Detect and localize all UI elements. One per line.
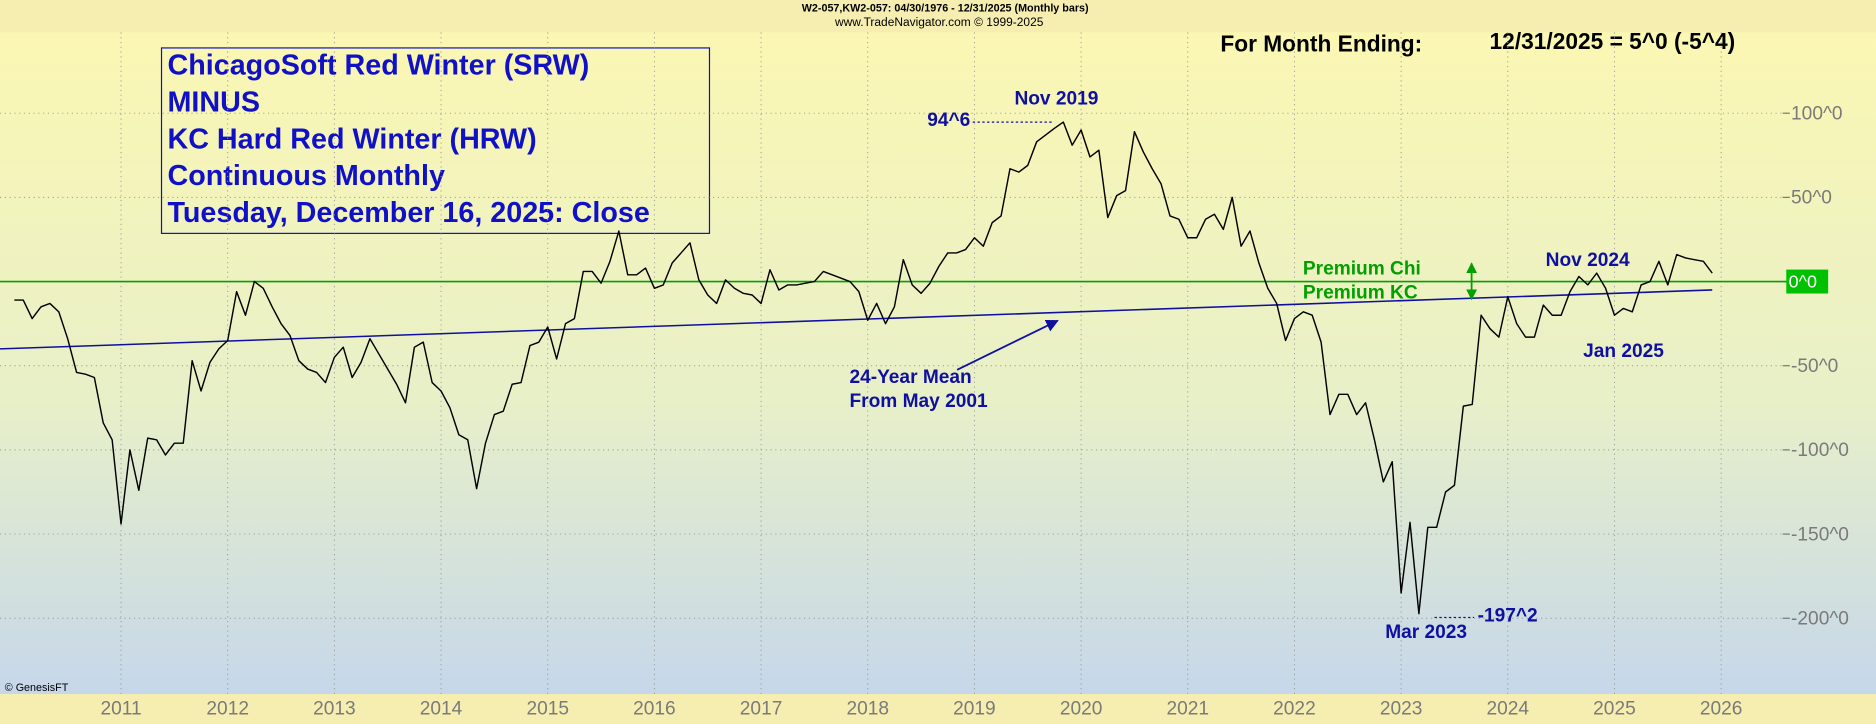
- x-tick-label: 2024: [1487, 699, 1530, 720]
- annotation: 24-Year Mean: [849, 367, 971, 388]
- annotation: Mar 2023: [1385, 622, 1467, 643]
- x-tick-label: 2019: [953, 699, 996, 720]
- title-line: Tuesday, December 16, 2025: Close: [168, 197, 650, 229]
- y-tick-label: 50^0: [1791, 188, 1832, 209]
- x-tick-label: 2012: [206, 699, 249, 720]
- title-border: [160, 47, 711, 234]
- month-ending-value: 12/31/2025 = 5^0 (-5^4): [1490, 28, 1736, 54]
- y-tick-label: -50^0: [1791, 356, 1838, 377]
- x-tick-label: 2018: [846, 699, 889, 720]
- zero-label-box: [1786, 269, 1829, 294]
- mean-line: [0, 289, 1713, 350]
- x-tick-label: 2025: [1593, 699, 1636, 720]
- annotation: 94^6: [927, 110, 970, 131]
- annotation: Nov 2019: [1014, 88, 1098, 109]
- y-tick-label: -200^0: [1791, 609, 1849, 630]
- x-tick-label: 2016: [633, 699, 676, 720]
- x-tick-label: 2026: [1700, 699, 1743, 720]
- annotation: Jan 2025: [1583, 341, 1664, 362]
- title-line: KC Hard Red Winter (HRW): [168, 123, 537, 155]
- title-line: MINUS: [168, 87, 261, 119]
- annotation: Nov 2024: [1546, 250, 1630, 271]
- y-tick-label: 0^0: [1789, 271, 1817, 291]
- x-tick-label: 2020: [1060, 699, 1103, 720]
- y-tick-label: -150^0: [1791, 524, 1849, 545]
- x-tick-label: 2015: [526, 699, 569, 720]
- x-tick-label: 2021: [1166, 699, 1209, 720]
- x-tick-label: 2017: [740, 699, 783, 720]
- x-tick-label: 2014: [420, 699, 463, 720]
- annotation: From May 2001: [849, 391, 988, 412]
- source: www.TradeNavigator.com © 1999-2025: [834, 15, 1044, 29]
- title-line: Continuous Monthly: [168, 160, 445, 192]
- x-tick-label: 2013: [313, 699, 356, 720]
- title-line: ChicagoSoft Red Winter (SRW): [168, 50, 590, 82]
- y-tick-label: 100^0: [1791, 103, 1843, 124]
- data-line: [14, 121, 1713, 615]
- annotation: -197^2: [1478, 605, 1538, 626]
- annotation: Premium Chi: [1303, 258, 1421, 279]
- credit: © GenesisFT: [5, 682, 69, 694]
- x-tick-label: 2023: [1380, 699, 1423, 720]
- month-ending-label: For Month Ending:: [1220, 31, 1422, 57]
- annotation-arrow: [956, 319, 1059, 371]
- x-tick-label: 2022: [1273, 699, 1316, 720]
- annotation: Premium KC: [1303, 282, 1418, 303]
- header: W2-057,KW2-057: 04/30/1976 - 12/31/2025 …: [802, 2, 1089, 14]
- x-tick-label: 2011: [100, 699, 141, 720]
- plot-area: [0, 32, 1876, 695]
- y-tick-label: -100^0: [1791, 440, 1849, 461]
